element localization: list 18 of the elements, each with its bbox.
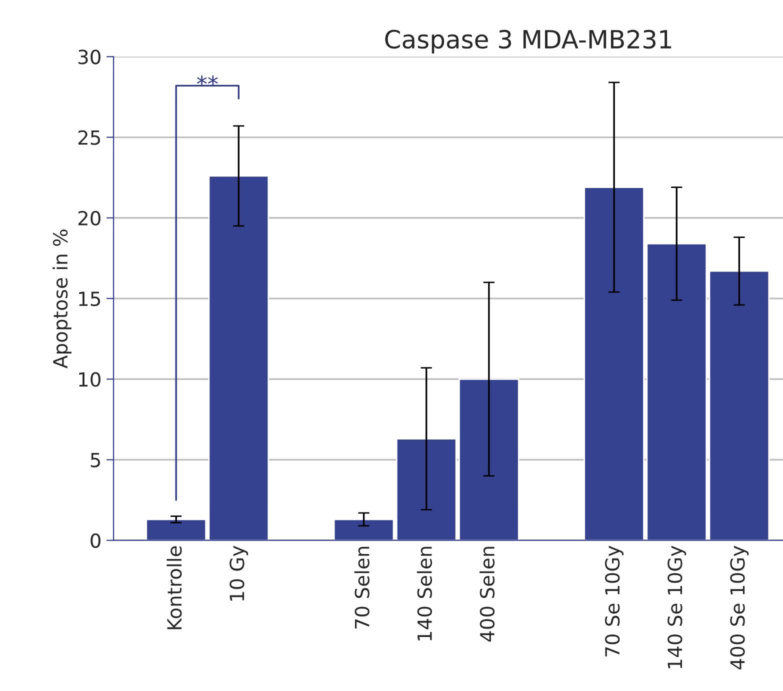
annotation: ** (196, 75, 218, 86)
y-axis-title: Apoptose in % (52, 230, 72, 368)
x-tick-label: Kontrolle (166, 546, 182, 630)
y-tick-label: 15 (79, 292, 100, 306)
x-tick-label: 10 Gy (230, 546, 248, 601)
x-tick-label: 70 Se 10Gy (605, 546, 624, 656)
y-tick-label: 10 (79, 372, 100, 387)
x-tick-label: 400 Se 10Gy (730, 546, 749, 670)
x-tick-label: 140 Selen (416, 546, 432, 640)
y-tick-label: 30 (78, 50, 100, 64)
chart-title: Caspase 3 MDA-MB231 (385, 30, 672, 54)
y-tick-label: 25 (78, 130, 100, 145)
x-tick-label: 400 Selen (480, 546, 495, 642)
y-tick-label: 20 (78, 210, 100, 226)
x-tick-label: 70 Selen (354, 546, 370, 629)
y-tick-label: 5 (90, 452, 100, 468)
y-tick-label: 0 (90, 533, 100, 548)
x-tick-label: 140 Se 10Gy (668, 546, 686, 668)
